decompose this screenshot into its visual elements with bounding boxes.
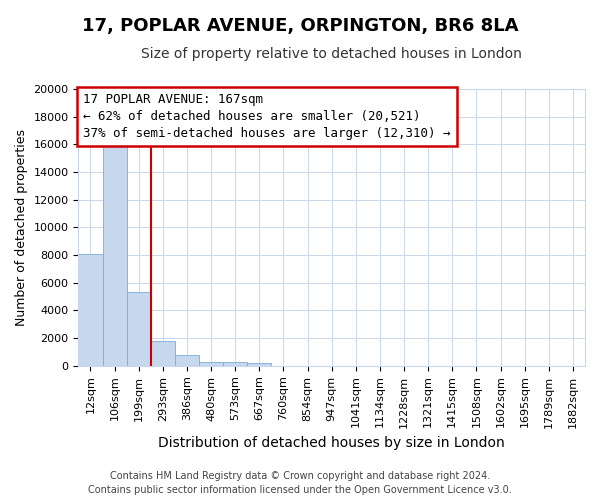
Title: Size of property relative to detached houses in London: Size of property relative to detached ho… [141, 48, 522, 62]
Bar [127, 292, 151, 366]
Text: Contains HM Land Registry data © Crown copyright and database right 2024.
Contai: Contains HM Land Registry data © Crown c… [88, 471, 512, 495]
Bar [79, 254, 103, 366]
Text: 17, POPLAR AVENUE, ORPINGTON, BR6 8LA: 17, POPLAR AVENUE, ORPINGTON, BR6 8LA [82, 18, 518, 36]
Y-axis label: Number of detached properties: Number of detached properties [15, 129, 28, 326]
Bar [199, 362, 223, 366]
X-axis label: Distribution of detached houses by size in London: Distribution of detached houses by size … [158, 436, 505, 450]
Bar [175, 356, 199, 366]
Bar [223, 362, 247, 366]
Bar [151, 341, 175, 366]
Bar [247, 363, 271, 366]
Bar [103, 136, 127, 366]
Text: 17 POPLAR AVENUE: 167sqm
← 62% of detached houses are smaller (20,521)
37% of se: 17 POPLAR AVENUE: 167sqm ← 62% of detach… [83, 93, 451, 140]
